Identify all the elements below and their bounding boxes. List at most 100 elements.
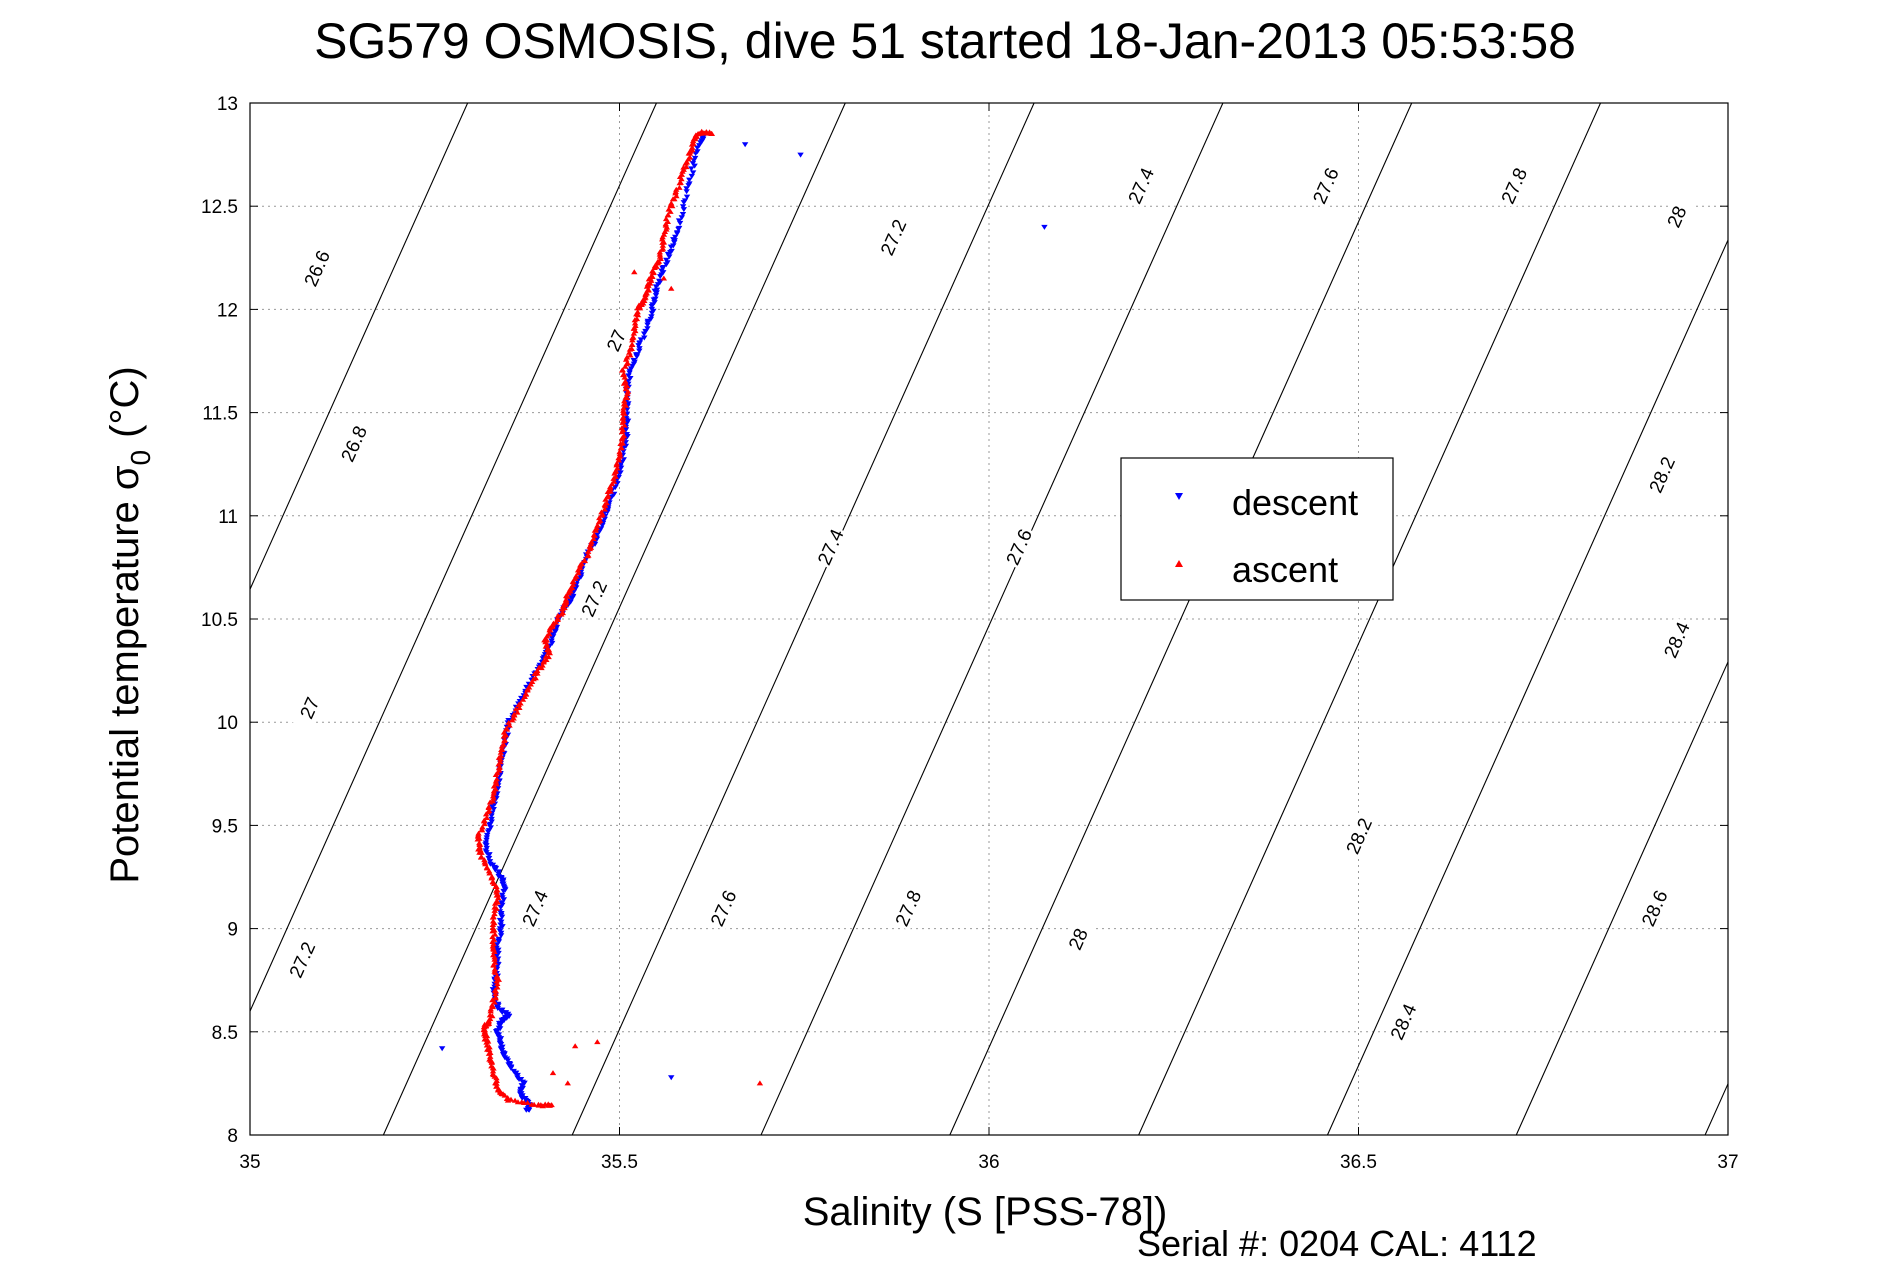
ascent-point — [607, 483, 614, 489]
descent-point — [671, 240, 678, 246]
svg-text:Potential temperature σ0(°C): Potential temperature σ0 (°C) — [103, 366, 156, 883]
descent-point — [637, 337, 645, 343]
ascent-point — [612, 468, 620, 474]
ascent-point — [491, 966, 499, 972]
contour-label-bg — [597, 317, 635, 364]
ascent-point — [626, 349, 633, 355]
ascent-point — [493, 1077, 500, 1083]
ascent-point — [622, 363, 629, 369]
density-contours — [250, 103, 1728, 1135]
descent-point — [496, 928, 504, 934]
descent-point — [689, 170, 697, 176]
contour-label-bg — [1643, 451, 1680, 498]
ascent-point — [500, 741, 507, 747]
ascent-point — [522, 690, 530, 696]
descent-point — [623, 432, 631, 438]
descent-point — [484, 832, 491, 838]
ascent-point — [503, 725, 510, 731]
descent-point — [689, 161, 697, 167]
ascent-point — [497, 759, 504, 765]
descent-point — [636, 346, 643, 352]
ascent-point — [489, 925, 497, 931]
grid — [250, 103, 1728, 1135]
ascent-point — [620, 401, 628, 407]
descent-point — [644, 318, 651, 324]
contour-label-bg — [1059, 916, 1096, 962]
ascent-point — [481, 857, 488, 863]
ascent-point — [528, 678, 536, 684]
ascent-point — [493, 898, 501, 904]
ascent-point — [478, 853, 485, 859]
ascent-point — [629, 341, 636, 347]
legend-ascent-marker — [1175, 560, 1183, 567]
descent-point — [625, 373, 632, 379]
descent-point — [688, 166, 695, 172]
descent-point — [679, 204, 687, 210]
x-tick-label: 37 — [1717, 1152, 1738, 1173]
y-axis-label-subscript: 0 — [125, 450, 156, 466]
ascent-point — [624, 360, 631, 366]
contour-label: 27.2 — [578, 578, 612, 620]
ascent-point — [554, 615, 561, 621]
descent-point — [577, 574, 585, 580]
ascent-point — [488, 1002, 496, 1008]
density-contour-line — [1138, 103, 1602, 1135]
descent-point — [495, 869, 502, 875]
descent-point — [482, 840, 490, 846]
descent-point — [653, 287, 661, 293]
x-tick-label: 36 — [978, 1152, 999, 1173]
ascent-point — [575, 570, 582, 576]
descent-point — [694, 149, 701, 155]
contour-label: 27.2 — [286, 939, 320, 981]
ascent-point — [500, 729, 508, 735]
ascent-point — [664, 212, 672, 218]
ascent-point — [622, 378, 629, 384]
descent-point — [620, 449, 627, 455]
descent-point — [483, 845, 490, 851]
ascent-point — [624, 388, 632, 394]
ascent-point — [496, 764, 503, 770]
descent-point — [681, 198, 689, 204]
ascent-point — [492, 994, 499, 1000]
ascent-point — [491, 959, 499, 965]
ascent-point — [543, 656, 550, 662]
ascent-point — [594, 522, 601, 528]
ascent-point — [683, 164, 690, 170]
ascent-point — [662, 216, 670, 222]
plot-area: 26.626.82727.22727.227.427.227.427.627.4… — [201, 94, 1739, 1173]
ascent-point — [569, 582, 577, 588]
density-contour-line — [949, 103, 1413, 1135]
descent-point — [651, 300, 658, 306]
ascent-point — [562, 596, 570, 602]
ascent-point — [491, 931, 499, 937]
descent-point — [548, 638, 555, 644]
descent-point — [683, 186, 690, 192]
ascent-point — [562, 593, 570, 599]
descent-point — [797, 152, 804, 158]
ascent-point — [512, 706, 520, 712]
contour-label: 26.6 — [301, 248, 335, 290]
ascent-point — [497, 753, 505, 759]
ascent-point — [630, 334, 637, 340]
y-tick-label: 11 — [218, 507, 238, 528]
contour-label-bg — [1635, 885, 1673, 931]
ascent-point — [497, 749, 505, 755]
ascent-point — [621, 398, 628, 404]
descent-point — [486, 852, 493, 858]
ascent-point — [493, 1083, 500, 1089]
ascent-point — [492, 883, 499, 889]
ascent-point — [623, 354, 631, 360]
contour-label-bg — [575, 575, 612, 622]
ascent-point — [517, 700, 524, 706]
ascent-point — [487, 1053, 494, 1059]
ascent-point — [498, 746, 506, 752]
ascent-point — [590, 532, 598, 538]
ascent-point — [642, 290, 649, 296]
descent-point — [499, 902, 506, 908]
descent-point — [634, 352, 641, 358]
ascent-point — [614, 465, 621, 471]
ascent-point — [659, 245, 667, 251]
ascent-point — [584, 548, 592, 554]
contour-label: 27.6 — [1309, 165, 1343, 207]
density-contour-line — [1704, 1082, 1728, 1135]
